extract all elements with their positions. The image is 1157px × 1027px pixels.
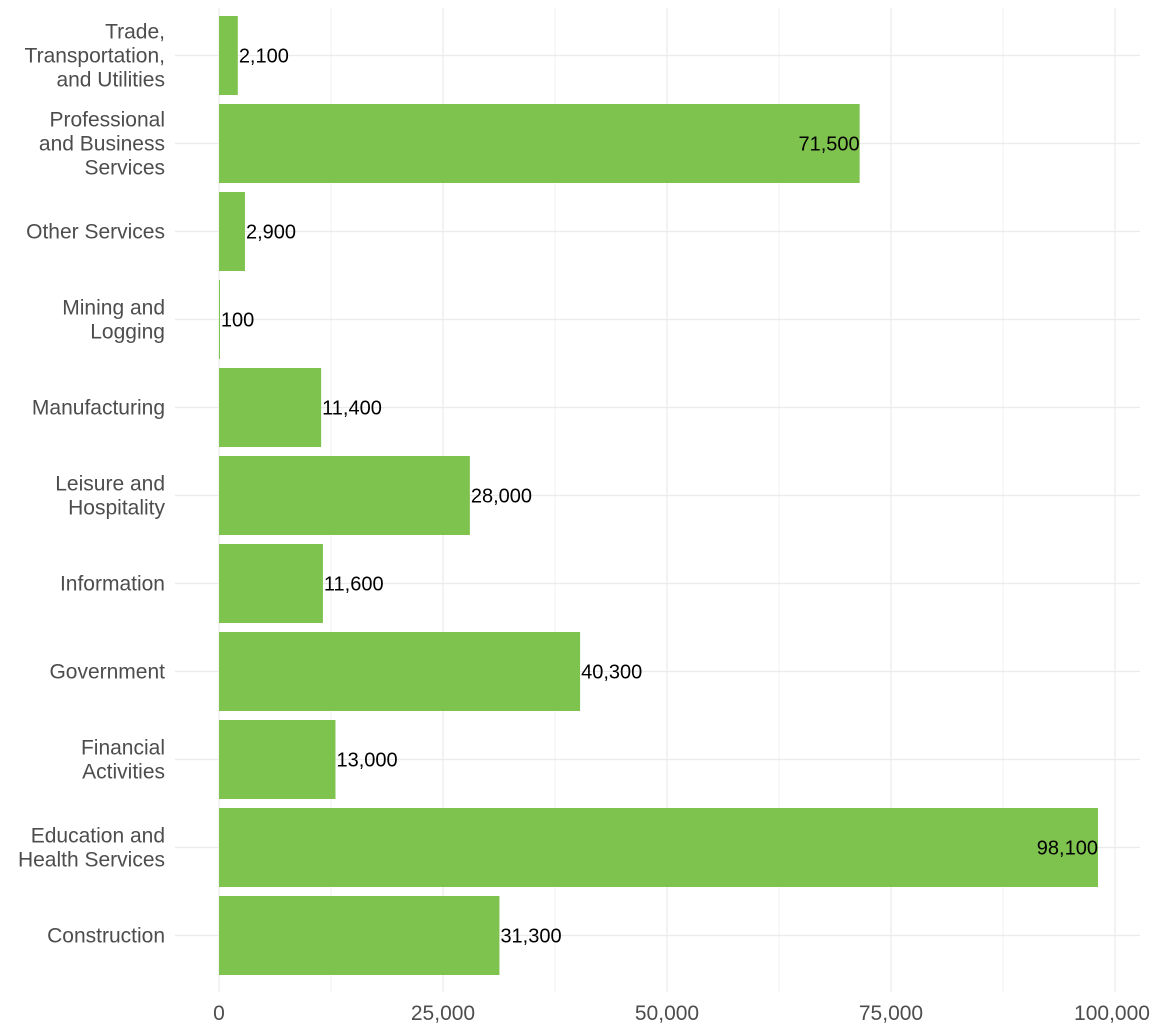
- category-label-line: Other Services: [26, 221, 165, 244]
- category-label-line: Professional: [49, 109, 165, 132]
- bar-layer: [219, 16, 1098, 975]
- bar: [219, 632, 581, 711]
- data-label: 71,500: [798, 134, 859, 156]
- category-label: Leisure and Hospitality: [55, 473, 165, 520]
- bar: [219, 104, 860, 183]
- data-label: 28,000: [471, 486, 532, 508]
- bar: [219, 544, 323, 623]
- category-label: Professional and Business Services: [39, 109, 165, 180]
- data-label: 40,300: [581, 662, 642, 684]
- category-label: Other Services: [26, 221, 165, 244]
- bar: [219, 368, 322, 447]
- x-tick-label: 50,000: [635, 1002, 699, 1025]
- category-label-line: Government: [49, 661, 165, 684]
- category-label-line: Transportation,: [25, 45, 165, 68]
- category-label: Information: [60, 573, 165, 596]
- category-label-line: Education and: [31, 825, 165, 848]
- data-label: 31,300: [500, 926, 561, 948]
- category-label-line: Financial: [81, 737, 165, 760]
- bar: [219, 896, 500, 975]
- category-label-line: Information: [60, 573, 165, 596]
- category-label-line: Manufacturing: [32, 397, 165, 420]
- data-label: 13,000: [336, 750, 397, 772]
- bar: [219, 16, 238, 95]
- category-label-line: Leisure and: [55, 473, 165, 496]
- label-layer: 2,100 Trade, Transportation, and Utilities 7…: [18, 21, 1150, 1026]
- category-label-line: Hospitality: [68, 497, 165, 520]
- category-label-line: and Business: [39, 133, 165, 156]
- category-label-line: Mining and: [62, 297, 165, 320]
- bar: [219, 192, 245, 271]
- category-label: Manufacturing: [32, 397, 165, 420]
- category-label-line: Health Services: [18, 849, 165, 872]
- data-label: 2,100: [239, 46, 289, 68]
- data-label: 11,600: [324, 574, 384, 596]
- category-label-line: Logging: [90, 321, 165, 344]
- category-label-line: Trade,: [105, 21, 165, 44]
- category-label-line: Activities: [82, 761, 165, 784]
- x-tick-label: 100,000: [1074, 1002, 1150, 1025]
- bar: [219, 280, 220, 359]
- x-tick-label: 0: [213, 1002, 225, 1025]
- data-label: 100: [221, 310, 254, 332]
- data-label: 98,100: [1037, 838, 1098, 860]
- data-label: 11,400: [322, 398, 382, 420]
- x-tick-label: 25,000: [411, 1002, 475, 1025]
- category-label-line: and Utilities: [56, 69, 165, 92]
- category-label-line: Construction: [47, 925, 165, 948]
- bar: [219, 456, 470, 535]
- category-label-line: Services: [84, 157, 165, 180]
- category-label: Mining and Logging: [62, 297, 165, 344]
- data-label: 2,900: [246, 222, 296, 244]
- category-label: Construction: [47, 925, 165, 948]
- category-label: Trade, Transportation, and Utilities: [25, 21, 165, 92]
- bar: [219, 720, 336, 799]
- category-label: Education and Health Services: [18, 825, 165, 872]
- bar: [219, 808, 1098, 887]
- category-label: Government: [49, 661, 165, 684]
- category-label: Financial Activities: [81, 737, 165, 784]
- x-tick-label: 75,000: [859, 1002, 923, 1025]
